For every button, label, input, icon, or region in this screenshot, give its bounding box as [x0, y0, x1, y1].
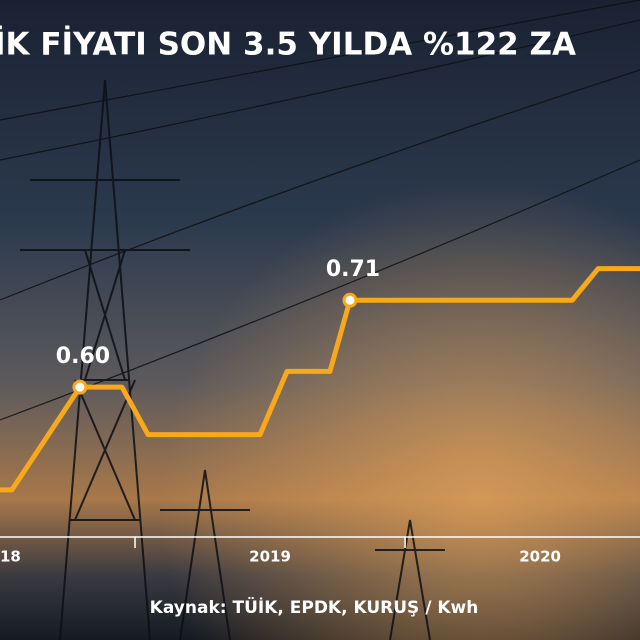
x-tick-label: 2018	[0, 548, 21, 566]
x-tick-label: 2020	[519, 548, 561, 566]
x-tick-label: 2019	[249, 548, 291, 566]
data-label: 0.60	[56, 344, 110, 369]
data-label: 0.71	[326, 257, 380, 282]
source-note: Kaynak: TÜİK, EPDK, KURUŞ / Kwh	[150, 596, 479, 618]
chart-title: İK FİYATI SON 3.5 YILDA %122 ZA	[0, 27, 576, 63]
point-marker	[342, 292, 358, 308]
line-series	[0, 266, 640, 493]
point-marker	[72, 379, 88, 395]
